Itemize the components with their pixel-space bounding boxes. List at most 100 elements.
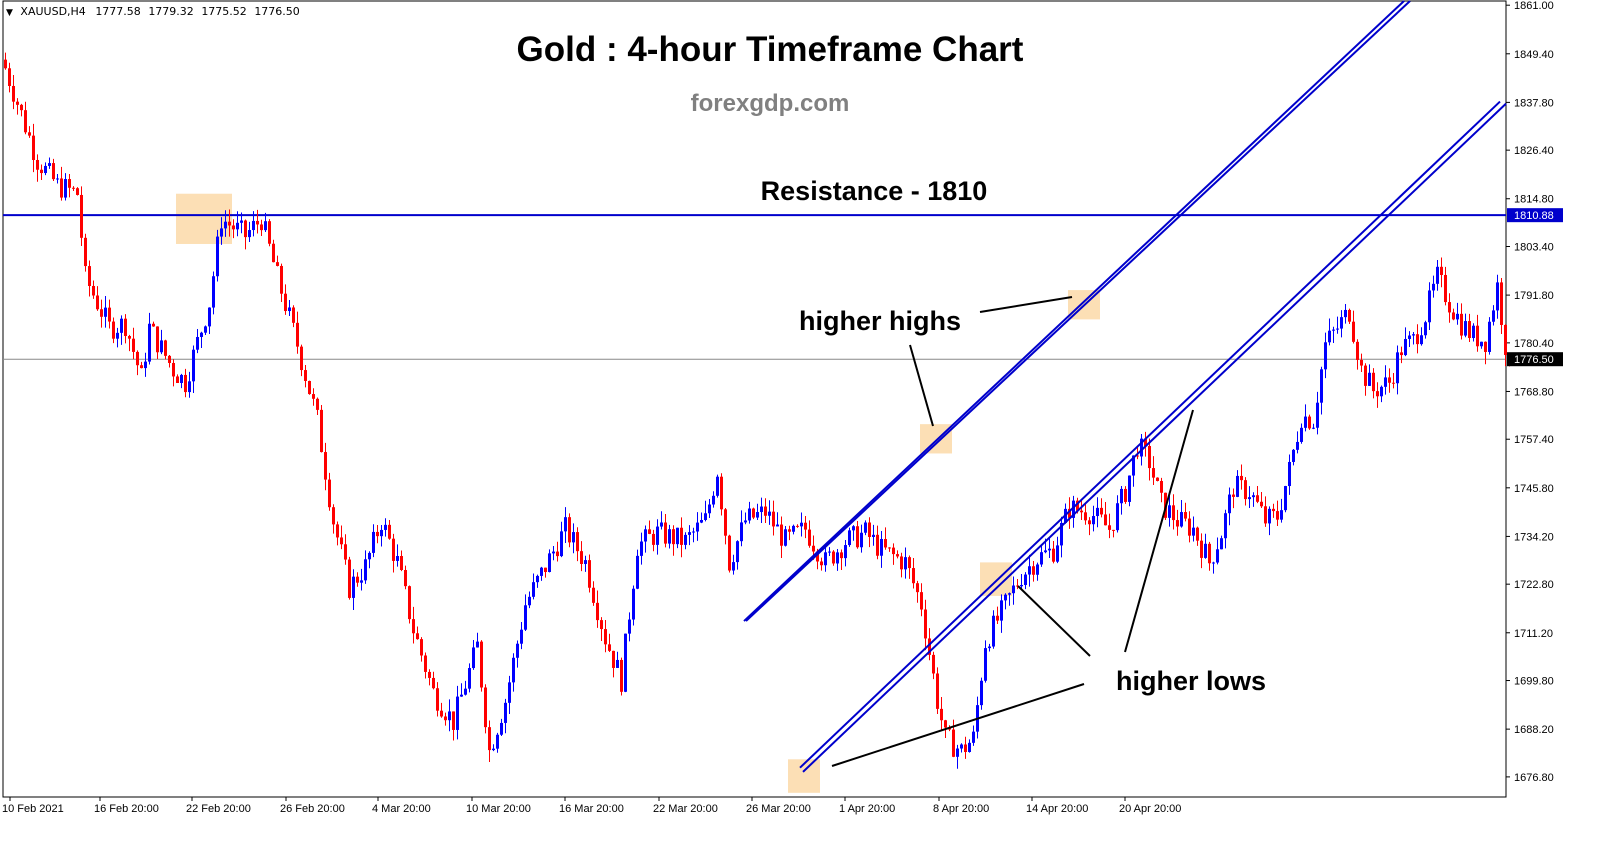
y-tick-label: 1688.20 [1514,724,1554,736]
dropdown-triangle-icon[interactable]: ▼ [6,8,13,18]
candle-body [1308,416,1311,429]
x-tick-label: 20 Apr 20:00 [1119,803,1181,815]
high-price: 1779.32 [148,5,194,18]
y-tick-label: 1734.20 [1514,531,1554,543]
candle-body [956,748,959,757]
candle-body [372,531,375,553]
candle-body [448,711,451,721]
candle-body [544,567,547,573]
candle-body [272,243,275,263]
candle-body [1288,461,1291,487]
candle-body [408,586,411,620]
y-tick-label: 1745.80 [1514,483,1554,495]
candle-body [1356,341,1359,360]
candle-body [1324,342,1327,370]
candle-body [752,508,755,518]
candle-body [860,532,863,548]
candle-body [304,370,307,381]
x-tick-label: 14 Apr 20:00 [1026,803,1088,815]
candle-body [504,702,507,723]
candle-body [192,349,195,382]
candle-body [88,266,91,286]
candle-body [1328,330,1331,343]
candle-body [1368,372,1371,386]
candle-body [1096,507,1099,517]
candle-body [1412,334,1415,336]
y-tick-label: 1711.20 [1514,628,1553,640]
candle-body [620,659,623,692]
candle-body [884,539,887,548]
candle-body [1440,266,1443,275]
candle-body [196,336,199,350]
candle-body [360,580,363,583]
candle-body [116,332,119,339]
candle-body [312,394,315,399]
candle-body [452,711,455,730]
annotation-pointer [979,296,1073,313]
candle-body [708,504,711,514]
candle-body [700,519,703,523]
candle-body [52,163,55,180]
candle-body [1248,497,1251,500]
candle-body [132,338,135,352]
candle-body [664,522,667,544]
candle-body [552,551,555,554]
candle-body [1316,402,1319,428]
candle-body [892,547,895,555]
price-tag-label: 1810.88 [1514,210,1554,222]
candle-body [1404,338,1407,356]
candle-body [244,220,247,238]
candle-body [812,545,815,552]
candle-body [32,135,35,160]
candle-body [164,340,167,356]
candle-body [388,524,391,539]
candle-body [1240,475,1243,481]
candle-body [120,318,123,333]
candle-body [1056,545,1059,562]
candle-body [1452,312,1455,320]
y-tick-label: 1768.80 [1514,386,1554,398]
candle-body [732,562,735,571]
candle-body [520,629,523,644]
candle-body [868,522,871,538]
x-tick-label: 22 Mar 20:00 [653,803,718,815]
candle-body [252,220,255,231]
candle-body [156,326,159,353]
candle-body [84,237,87,267]
candle-body [936,673,939,709]
candle-body [680,527,683,545]
candle-body [964,744,967,753]
candle-body [688,532,691,535]
candle-body [1344,309,1347,318]
candle-body [1252,495,1255,498]
candle-body [1444,274,1447,303]
candle-body [472,647,475,669]
candle-body [1024,574,1027,585]
chart-subtitle: forexgdp.com [690,90,850,117]
candle-body [908,557,911,569]
candle-body [1120,488,1123,504]
candle-body [1268,508,1271,524]
candle-body [992,615,995,647]
chart-title: Gold : 4-hour Timeframe Chart [516,30,1024,69]
symbol-name: XAUUSD,H4 [20,5,86,18]
candle-body [1336,328,1339,330]
candle-body [1180,512,1183,527]
candle-body [100,309,103,317]
candle-body [1012,585,1015,594]
candle-body [1112,529,1115,531]
candle-body [1144,438,1147,446]
candle-body [676,527,679,545]
candle-body [500,722,503,735]
candle-body [108,307,111,322]
candle-body [484,687,487,728]
candle-body [1080,510,1083,513]
candle-body [524,605,527,630]
candle-body [280,265,283,294]
candle-body [932,654,935,674]
candle-body [900,556,903,570]
candle-body [1448,302,1451,313]
candle-body [324,452,327,480]
y-tick-label: 1722.80 [1514,579,1554,591]
candle-body [1340,317,1343,329]
